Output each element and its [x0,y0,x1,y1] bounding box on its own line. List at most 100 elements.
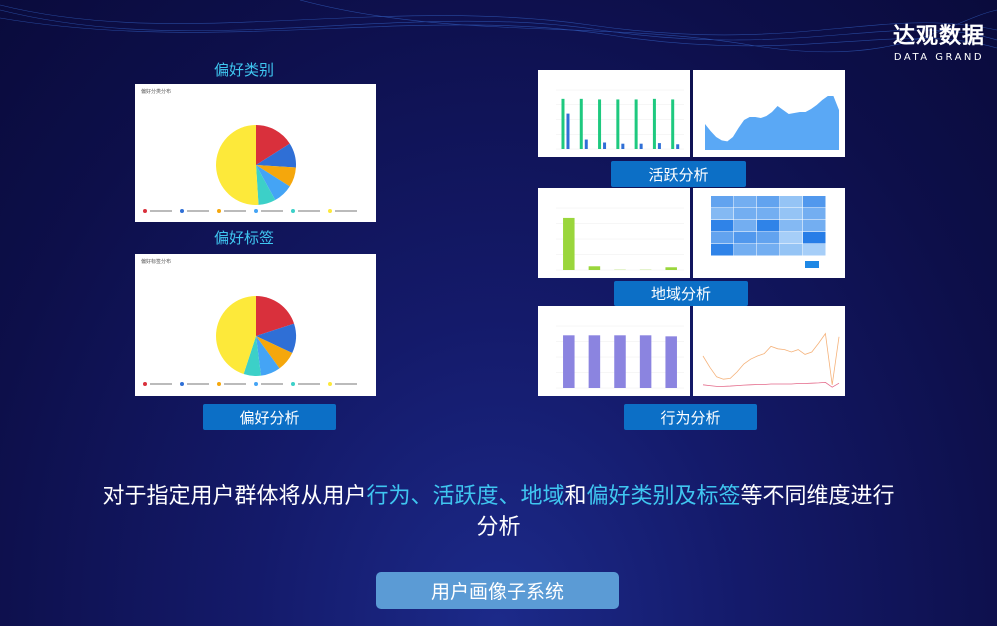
heatmap-cell [757,196,780,208]
preference-category-label: 偏好类别 [214,61,275,79]
heatmap-cell [734,196,757,208]
bar [665,267,677,270]
legend-label [150,210,172,212]
bar [563,217,575,270]
bar [563,335,575,388]
heatmap-cell [803,220,826,232]
desc-highlight: 偏好类别及标签 [586,484,741,509]
legend-marker [291,209,295,213]
heatmap-cell [780,244,803,256]
legend-label [298,383,320,385]
pie-slice [256,125,290,165]
legend-label [224,210,246,212]
bar [639,335,652,388]
legend-marker [217,382,221,386]
heatmap-cell [734,232,757,244]
bar [588,266,601,270]
chart-title: 偏好分类分布 [141,88,171,95]
heatmap-cell [757,244,780,256]
activity-area-chart [693,70,845,157]
legend-label [150,383,172,385]
series-line [702,332,840,385]
heatmap-cell [734,220,757,232]
series-line [702,381,840,388]
behavior-line-chart [693,306,845,396]
user-portrait-system-button[interactable]: 用户画像子系统 [376,572,619,609]
legend-marker [180,382,184,386]
pie-slice [256,143,296,168]
heatmap-cell [757,220,780,232]
legend-marker [254,209,258,213]
region-heatmap [693,188,845,278]
bar [584,139,588,149]
heatmap-cell [734,208,757,220]
heatmap-cell [711,208,734,220]
heatmap-cell [803,244,826,256]
bar [652,98,656,149]
legend-label [298,210,320,212]
legend-marker [254,382,258,386]
region-analysis-button[interactable]: 地域分析 [614,281,748,306]
activity-analysis-button[interactable]: 活跃分析 [611,161,746,187]
legend-marker [328,382,332,386]
heatmap-cell [803,232,826,244]
legend-label [335,383,357,385]
desc-text: 对于指定用户群体将从用户 [102,484,367,509]
pie-slice [256,165,276,205]
pie-slice [256,296,295,336]
heatmap-cell [780,232,803,244]
chart-title: 偏好标签分布 [141,258,171,265]
legend-label [335,210,357,212]
legend-label [261,210,283,212]
desc-highlight: 行为、活跃度、地域 [366,484,565,509]
bar [639,143,643,149]
logo: 达观数据 DATA GRAND [893,18,985,63]
bar [561,98,565,149]
desc-text: 和 [564,484,587,509]
heatmap-cell [803,196,826,208]
heatmap-cell [757,232,780,244]
decorative-waves [0,0,997,53]
heatmap-cell [711,196,734,208]
legend-marker [291,382,295,386]
heatmap-cell [780,220,803,232]
pie-slice [243,336,262,376]
bar [614,335,626,388]
area [705,96,839,150]
region-bar-chart [538,188,690,278]
legend-label [187,210,209,212]
preference-category-chart: 偏好分类分布 [135,84,376,222]
pie-slice [216,296,256,375]
pie-slice [256,323,296,354]
logo-cn: 达观数据 [892,24,985,49]
bar [566,113,570,149]
heatmap-cell [711,232,734,244]
behavior-bar-chart [538,306,690,396]
bar [579,98,583,149]
behavior-analysis-button[interactable]: 行为分析 [624,404,757,430]
pie-slice [256,336,293,369]
logo-en: DATA GRAND [893,52,985,63]
bar [588,335,601,388]
pie-slice [256,165,290,201]
pie-slice [256,336,280,376]
pie-slice [215,125,259,205]
description: 对于指定用户群体将从用户行为、活跃度、地域和偏好类别及标签等不同维度进行分析 [100,481,897,543]
legend-marker [328,209,332,213]
legend-marker [143,382,147,386]
heatmap-cell [780,208,803,220]
bar [634,99,638,149]
preference-tag-label: 偏好标签 [214,229,275,247]
legend-marker [217,209,221,213]
bar [671,99,675,149]
legend-marker [180,209,184,213]
preference-analysis-button[interactable]: 偏好分析 [203,404,336,430]
legend-label [187,383,209,385]
legend-label [224,383,246,385]
legend-marker [143,209,147,213]
pie-slice [256,165,296,187]
legend-label [261,383,283,385]
bar [657,143,661,149]
heatmap-confirm-button [805,261,819,268]
heatmap-cell [780,196,803,208]
